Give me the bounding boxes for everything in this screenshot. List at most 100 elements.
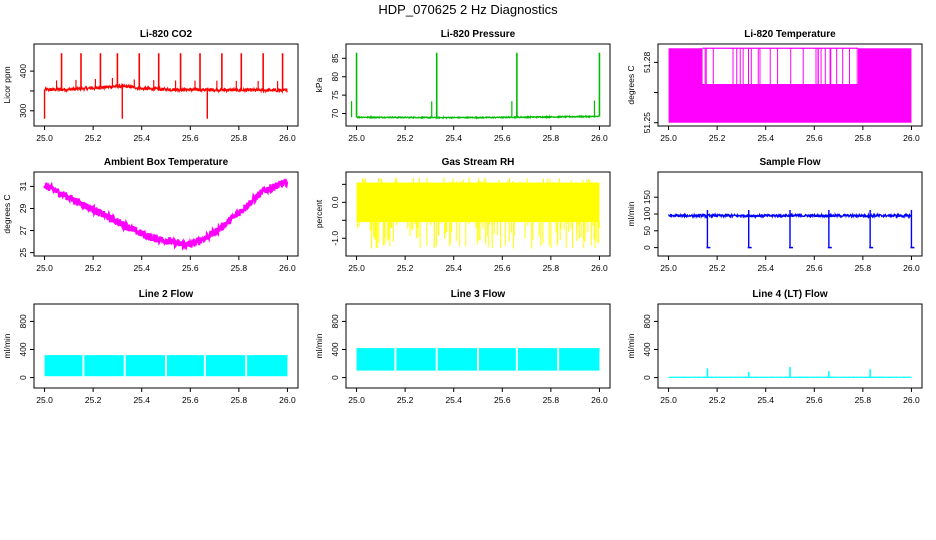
data-series [356, 348, 600, 371]
y-tick-label: 51.25 [642, 112, 652, 134]
x-tick-label: 25.6 [494, 133, 511, 143]
flow-band [84, 355, 124, 377]
y-tick-label: 85 [330, 53, 340, 63]
x-tick-label: 25.4 [757, 263, 774, 273]
series-line [44, 82, 288, 95]
y-tick-label: 400 [330, 342, 340, 356]
flow-band [44, 355, 83, 377]
series-line [356, 114, 600, 120]
series-line [43, 178, 289, 251]
x-tick-label: 25.6 [806, 395, 823, 405]
x-tick-label: 26.0 [903, 263, 920, 273]
noise-band [356, 182, 600, 223]
temperature-fill [668, 48, 703, 85]
data-series [44, 355, 288, 377]
x-tick-label: 25.6 [182, 263, 199, 273]
y-tick-label: 0 [642, 375, 652, 380]
data-series [668, 209, 915, 249]
chart-panel-4: Ambient Box Temperature degrees C 25.0 25.2… [2, 157, 299, 273]
y-tick-label: 0 [330, 375, 340, 380]
flow-band [356, 348, 395, 371]
chart-panel-6: Sample Flow ml/min 25.0 25.2 25.4 25.6 25.8 26.… [626, 157, 923, 273]
flow-band [125, 355, 166, 377]
y-tick-label: 300 [18, 103, 28, 117]
y-tick-label: 800 [18, 314, 28, 328]
flow-band [437, 348, 478, 371]
flow-band [517, 348, 558, 371]
plot-frame [657, 303, 923, 389]
temperature-fill [668, 84, 912, 123]
y-tick-label: 0.0 [330, 196, 340, 208]
data-series [356, 177, 600, 249]
x-tick-label: 25.2 [709, 133, 726, 143]
y-tick-label: 70 [330, 109, 340, 119]
panel-title: Line 4 (LT) Flow [752, 289, 828, 300]
x-tick-label: 25.8 [543, 395, 560, 405]
x-tick-label: 25.4 [133, 263, 150, 273]
x-tick-label: 25.6 [494, 263, 511, 273]
x-tick-label: 25.0 [36, 263, 53, 273]
x-tick-label: 25.0 [660, 395, 677, 405]
x-tick-label: 26.0 [279, 395, 296, 405]
y-tick-label: 400 [642, 342, 652, 356]
y-tick-label: 31 [18, 181, 28, 191]
x-tick-label: 25.4 [445, 395, 462, 405]
y-axis-label: percent [314, 199, 324, 228]
y-tick-label: 80 [330, 72, 340, 82]
x-tick-label: 25.2 [85, 133, 102, 143]
panel-title: Li-820 Pressure [441, 29, 516, 40]
chart-panel-1: Li-820 CO2 Licor ppm 25.0 25.2 25.4 25.6 25.8 2… [2, 29, 299, 143]
panel-title: Li-820 Temperature [744, 29, 836, 40]
y-tick-label: 29 [18, 203, 28, 213]
y-axis-label: degrees C [2, 194, 12, 233]
x-tick-label: 25.4 [445, 263, 462, 273]
x-tick-label: 25.4 [133, 133, 150, 143]
x-tick-label: 25.4 [133, 395, 150, 405]
flow-band [396, 348, 436, 371]
x-tick-label: 25.2 [397, 395, 414, 405]
plot-frame [345, 303, 611, 389]
figure-title: HDP_070625 2 Hz Diagnostics [378, 2, 558, 17]
x-tick-label: 25.6 [182, 395, 199, 405]
x-tick-label: 25.4 [757, 133, 774, 143]
data-series [668, 367, 912, 379]
x-tick-label: 25.0 [36, 395, 53, 405]
chart-panel-9: Line 4 (LT) Flow ml/min 25.0 25.2 25.4 25.6 25… [626, 289, 923, 405]
y-tick-label: 100 [642, 207, 652, 221]
chart-panel-7: Line 2 Flow ml/min 25.0 25.2 25.4 25.6 25.8 26.… [2, 289, 299, 405]
chart-panel-5: Gas Stream RH percent 25.0 25.2 25.4 25.6 25.8… [314, 157, 611, 273]
y-tick-label: 0 [642, 245, 652, 250]
data-series [43, 178, 289, 251]
x-tick-label: 25.2 [85, 395, 102, 405]
data-series [350, 52, 601, 120]
x-tick-label: 25.6 [806, 133, 823, 143]
flow-band [205, 355, 246, 377]
flow-band [559, 348, 600, 371]
plot-frame [345, 43, 611, 127]
chart-panel-2: Li-820 Pressure kPa 25.0 25.2 25.4 25.6 25.8 26… [314, 29, 611, 143]
x-tick-label: 25.0 [348, 263, 365, 273]
y-tick-label: 0 [18, 375, 28, 380]
y-axis-label: degrees C [626, 65, 636, 104]
data-series [668, 47, 912, 123]
plot-frame [33, 43, 299, 127]
panel-title: Li-820 CO2 [140, 29, 193, 40]
x-tick-label: 25.0 [660, 263, 677, 273]
x-tick-label: 25.2 [397, 263, 414, 273]
x-tick-label: 25.2 [85, 263, 102, 273]
y-axis-label: ml/min [626, 333, 636, 358]
x-tick-label: 25.8 [855, 263, 872, 273]
y-tick-label: 800 [642, 314, 652, 328]
x-tick-label: 26.0 [279, 263, 296, 273]
y-axis-label: kPa [314, 77, 324, 92]
y-tick-label: 400 [18, 64, 28, 78]
x-tick-label: 26.0 [591, 395, 608, 405]
panel-title: Line 2 Flow [139, 289, 194, 300]
y-tick-label: -1.0 [330, 231, 340, 246]
x-tick-label: 25.0 [660, 133, 677, 143]
y-axis-label: ml/min [2, 333, 12, 358]
x-tick-label: 26.0 [279, 133, 296, 143]
flow-band [478, 348, 516, 371]
y-tick-label: 51.28 [642, 51, 652, 73]
